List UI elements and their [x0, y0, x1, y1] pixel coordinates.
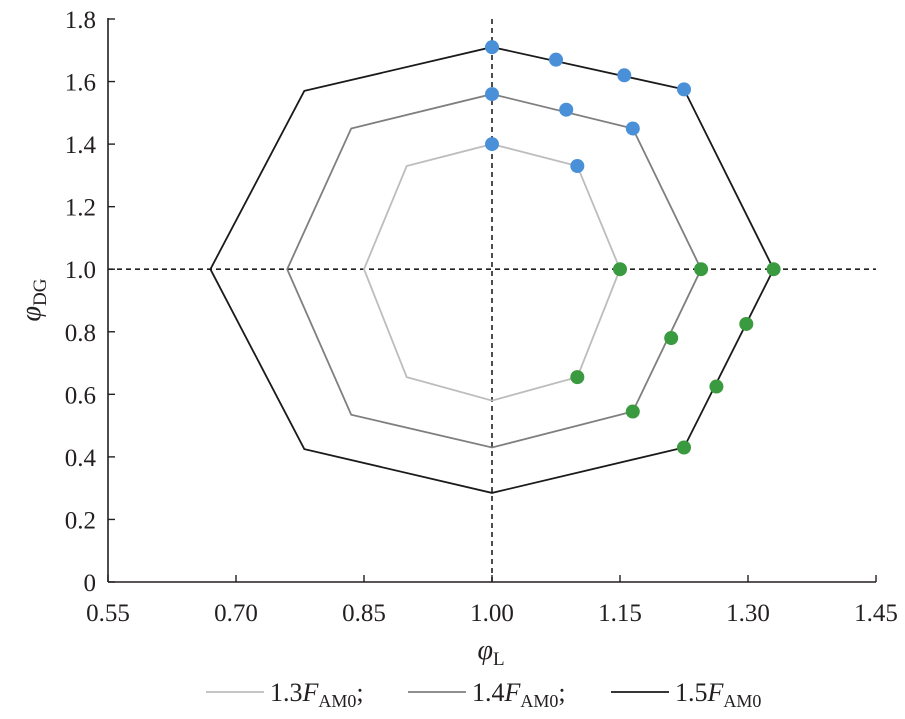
series-line-2: [286, 93, 703, 449]
blue-marker-8: [485, 137, 499, 152]
y-tick-label-3: 0.6: [65, 382, 96, 409]
green-marker-8: [709, 379, 724, 394]
green-marker-9: [677, 440, 691, 455]
x-tick-label-6: 1.45: [854, 600, 898, 627]
y-axis-symbol: φ: [16, 306, 47, 322]
blue-marker-5: [485, 87, 499, 102]
green-marker-4: [570, 370, 585, 385]
blue-marker-1: [485, 40, 499, 55]
green-marker-2: [694, 262, 709, 277]
legend-label-1: 1.3FAM0;: [270, 678, 364, 711]
green-marker-6: [664, 331, 679, 346]
green-marker-3: [766, 262, 781, 277]
legend-label-2: 1.4FAM0;: [472, 678, 566, 711]
x-axis-symbol: φ: [477, 635, 493, 666]
x-tick-label-4: 1.15: [598, 600, 642, 627]
y-tick-label-0: 0: [84, 570, 97, 597]
y-tick-label-6: 1.2: [65, 195, 96, 222]
x-tick-label-0: 0.55: [86, 600, 130, 627]
green-marker-7: [739, 316, 754, 331]
green-marker-1: [613, 262, 627, 277]
y-axis-subscript: DG: [30, 278, 51, 306]
y-tick-label-8: 1.6: [65, 70, 96, 97]
data-markers: [485, 40, 781, 455]
ticks: 0.55 0.70 0.85 1.00 1.15 1.30 1.45 0 0.2 0.4 0.6 0.…: [65, 7, 898, 627]
blue-marker-4: [677, 82, 691, 97]
x-tick-label-2: 0.85: [342, 600, 386, 627]
y-axis-title: φDG: [16, 278, 51, 321]
series-line-3: [209, 46, 775, 494]
green-marker-5: [625, 404, 640, 419]
y-tick-label-7: 1.4: [65, 132, 97, 159]
x-tick-label-5: 1.30: [726, 600, 770, 627]
y-tick-label-1: 0.2: [65, 507, 96, 534]
y-tick-label-9: 1.8: [65, 7, 96, 34]
y-tick-label-4: 0.8: [65, 320, 96, 347]
reference-lines: [108, 19, 876, 582]
x-tick-label-1: 0.70: [214, 600, 258, 627]
legend-label-3: 1.5FAM0: [675, 678, 761, 711]
series-line-1: [363, 143, 621, 402]
x-axis-subscript: L: [493, 649, 505, 670]
x-axis-title: φL: [477, 635, 504, 670]
blue-marker-2: [549, 52, 563, 67]
x-tick-label-3: 1.00: [470, 600, 514, 627]
blue-marker-9: [570, 159, 585, 174]
y-tick-label-5: 1.0: [65, 257, 96, 284]
blue-marker-6: [559, 102, 574, 117]
y-tick-label-2: 0.4: [65, 445, 97, 472]
blue-marker-7: [625, 121, 640, 136]
legend: 1.3FAM0; 1.4FAM0; 1.5FAM0: [206, 678, 761, 711]
series-lines: [209, 46, 775, 494]
blue-marker-3: [617, 68, 632, 83]
